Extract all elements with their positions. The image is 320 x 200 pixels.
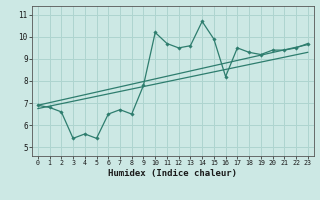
X-axis label: Humidex (Indice chaleur): Humidex (Indice chaleur) <box>108 169 237 178</box>
